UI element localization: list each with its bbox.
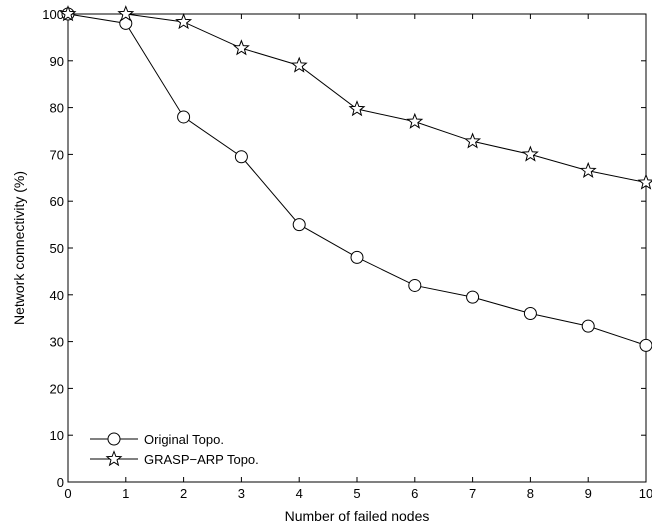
data-point-circle xyxy=(466,290,480,304)
x-tick-label: 8 xyxy=(527,486,534,501)
x-tick-label: 7 xyxy=(469,486,476,501)
data-point-circle xyxy=(292,218,306,232)
y-tick-label: 10 xyxy=(50,428,64,443)
x-tick-label: 4 xyxy=(296,486,303,501)
data-point-star xyxy=(59,5,77,22)
y-tick-label: 30 xyxy=(50,335,64,350)
y-tick-label: 20 xyxy=(50,381,64,396)
legend-marker xyxy=(107,432,121,446)
legend-marker-star xyxy=(105,450,123,467)
x-tick-label: 10 xyxy=(639,486,652,501)
y-tick-label: 40 xyxy=(50,288,64,303)
data-point-star xyxy=(579,161,597,178)
data-point-star xyxy=(290,56,308,73)
x-tick-label: 1 xyxy=(122,486,129,501)
data-point-star xyxy=(175,13,193,30)
x-tick-label: 3 xyxy=(238,486,245,501)
y-tick-label: 80 xyxy=(50,101,64,116)
data-point-circle xyxy=(350,250,364,264)
y-tick-label: 100 xyxy=(42,7,64,22)
y-axis-label: Network connectivity (%) xyxy=(11,171,27,325)
x-tick-label: 6 xyxy=(411,486,418,501)
x-tick-label: 5 xyxy=(353,486,360,501)
data-point-circle xyxy=(581,319,595,333)
y-tick-label: 50 xyxy=(50,241,64,256)
y-tick-label: 90 xyxy=(50,54,64,69)
data-point-star xyxy=(637,173,652,190)
data-point-star xyxy=(464,132,482,149)
data-point-circle xyxy=(523,307,537,321)
x-tick-label: 2 xyxy=(180,486,187,501)
y-tick-label: 70 xyxy=(50,147,64,162)
plot-area xyxy=(67,13,647,483)
y-tick-label: 60 xyxy=(50,194,64,209)
data-point-star xyxy=(348,100,366,117)
data-point-star xyxy=(406,112,424,129)
legend-marker-circle xyxy=(107,432,121,446)
series-layer xyxy=(59,5,652,352)
legend-label-original-topo: Original Topo. xyxy=(144,432,224,447)
data-point-star xyxy=(232,39,250,56)
legend-label-grasp-arp-topo: GRASP−ARP Topo. xyxy=(144,452,259,467)
data-point-star xyxy=(521,145,539,162)
data-point-circle xyxy=(234,150,248,164)
x-tick-label: 0 xyxy=(64,486,71,501)
x-axis-label: Number of failed nodes xyxy=(285,508,430,524)
legend: Original Topo. GRASP−ARP Topo. xyxy=(82,428,302,470)
data-point-circle xyxy=(408,278,422,292)
data-point-star xyxy=(117,5,135,22)
legend-marker xyxy=(105,450,123,467)
y-tick-label: 0 xyxy=(57,475,64,490)
series-grasp-arp-topo xyxy=(59,5,652,190)
data-point-circle xyxy=(177,110,191,124)
data-point-circle xyxy=(639,338,652,352)
x-tick-label: 9 xyxy=(585,486,592,501)
